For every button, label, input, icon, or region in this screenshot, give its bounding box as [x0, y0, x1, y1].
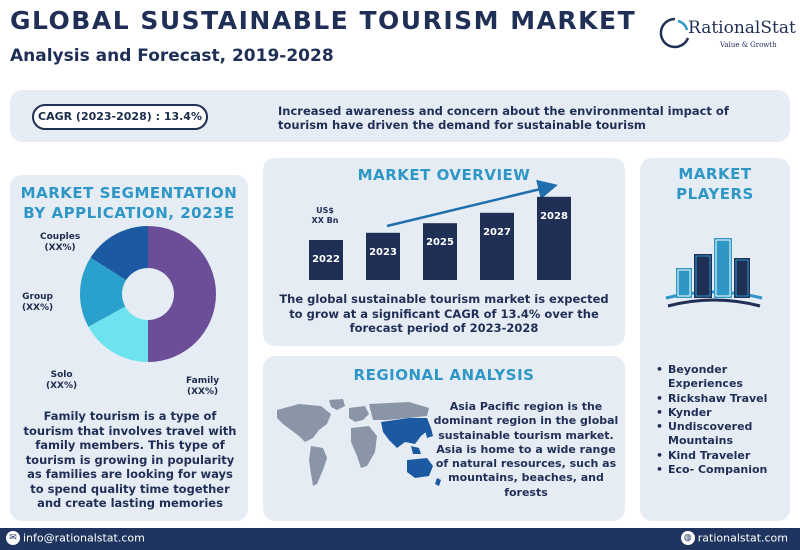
- bar-2027: [480, 212, 514, 280]
- market-player-item: Beyonder Experiences: [654, 363, 788, 392]
- donut-slice-solo: [88, 306, 148, 362]
- donut-slice-family: [148, 226, 216, 362]
- label-solo-value: (XX%): [46, 381, 78, 391]
- bar-2025: [423, 223, 457, 280]
- bar-label-2028: 2028: [540, 211, 568, 222]
- footer-email[interactable]: ✉ info@rationalstat.com: [6, 531, 145, 545]
- brand-logo: RationalStat Value & Growth: [658, 14, 796, 54]
- label-group: Group (XX%): [22, 292, 53, 314]
- envelope-icon: ✉: [6, 531, 20, 545]
- regional-analysis-title: REGIONAL ANALYSIS: [353, 366, 535, 384]
- bar-2028: [537, 196, 571, 280]
- footer-website[interactable]: ◍ rationalstat.com: [680, 531, 788, 545]
- bar-label-2025: 2025: [426, 237, 454, 248]
- market-player-item: Undiscovered Mountains: [654, 420, 788, 449]
- segmentation-title: MARKET SEGMENTATION BY APPLICATION, 2023…: [10, 183, 248, 223]
- label-family-name: Family: [186, 376, 220, 386]
- market-player-item: Eco- Companion: [654, 463, 788, 478]
- city-buildings-icon: [665, 238, 763, 308]
- donut-slice-couples: [90, 226, 148, 281]
- segmentation-title-line2: BY APPLICATION, 2023E: [23, 204, 235, 222]
- label-group-name: Group: [22, 292, 53, 302]
- market-player-item: Kynder: [654, 406, 788, 421]
- market-overview-bar-chart: US$ XX Bn 2022 2023 2025 2027 2028: [309, 180, 571, 280]
- brand-tagline: Value & Growth: [720, 41, 777, 49]
- page-subtitle: Analysis and Forecast, 2019-2028: [10, 46, 334, 66]
- label-couples-value: (XX%): [44, 243, 76, 253]
- globe-icon: ◍: [680, 531, 695, 545]
- label-family: Family (XX%): [186, 376, 219, 398]
- regional-analysis-description: Asia Pacific region is the dominant regi…: [433, 400, 619, 499]
- market-overview-title: MARKET OVERVIEW: [357, 166, 531, 184]
- brand-name: RationalStat: [688, 18, 796, 38]
- cagr-badge: CAGR (2023-2028) : 13.4%: [32, 104, 208, 130]
- market-players-title-line1: MARKET: [678, 165, 752, 183]
- world-map-icon: [277, 399, 441, 486]
- growth-arrow: [386, 180, 558, 228]
- label-solo: Solo (XX%): [46, 370, 77, 392]
- market-player-item: Kind Traveler: [654, 449, 788, 464]
- bar-label-2027: 2027: [483, 227, 511, 238]
- label-couples-name: Couples: [40, 232, 81, 242]
- regional-analysis-panel: REGIONAL ANALYSIS Asia Pacific region is…: [263, 356, 625, 521]
- segmentation-panel: MARKET SEGMENTATION BY APPLICATION, 2023…: [10, 175, 248, 521]
- market-player-item: Rickshaw Travel: [654, 392, 788, 407]
- label-solo-name: Solo: [50, 370, 73, 380]
- market-players-title-line2: PLAYERS: [676, 185, 754, 203]
- market-players-list: Beyonder ExperiencesRickshaw TravelKynde…: [654, 363, 788, 478]
- market-overview-panel: MARKET OVERVIEW US$ XX Bn 2022 2023 2025 20…: [263, 158, 625, 346]
- cagr-driver-text: Increased awareness and concern about th…: [278, 104, 729, 132]
- segmentation-title-line1: MARKET SEGMENTATION: [20, 184, 238, 202]
- market-players-panel: MARKET PLAYERS Beyonder ExperiencesRicks…: [640, 158, 790, 521]
- cagr-banner: CAGR (2023-2028) : 13.4% Increased aware…: [10, 90, 790, 142]
- bar-label-2023: 2023: [369, 247, 397, 258]
- bar-unit-line1: US$: [316, 206, 334, 215]
- bar-label-2022: 2022: [312, 254, 340, 265]
- bar-2022: [309, 240, 343, 280]
- footer-website-text: rationalstat.com: [697, 531, 788, 545]
- bar-unit-line2: XX Bn: [312, 216, 339, 225]
- footer-bar: ✉ info@rationalstat.com ◍ rationalstat.com: [0, 528, 800, 550]
- donut-slice-group: [80, 257, 127, 327]
- segmentation-donut-chart: [80, 226, 216, 362]
- market-players-title: MARKET PLAYERS: [640, 164, 790, 204]
- label-couples: Couples (XX%): [40, 232, 80, 254]
- bar-2023: [366, 232, 400, 280]
- segmentation-description: Family tourism is a type of tourism that…: [23, 409, 237, 510]
- market-overview-description: The global sustainable tourism market is…: [279, 292, 609, 335]
- label-group-value: (XX%): [22, 303, 54, 313]
- rationalstat-logo-icon: [659, 17, 690, 49]
- page-title: GLOBAL SUSTAINABLE TOURISM MARKET: [10, 6, 637, 35]
- label-family-value: (XX%): [186, 387, 219, 397]
- footer-email-text: info@rationalstat.com: [23, 531, 145, 545]
